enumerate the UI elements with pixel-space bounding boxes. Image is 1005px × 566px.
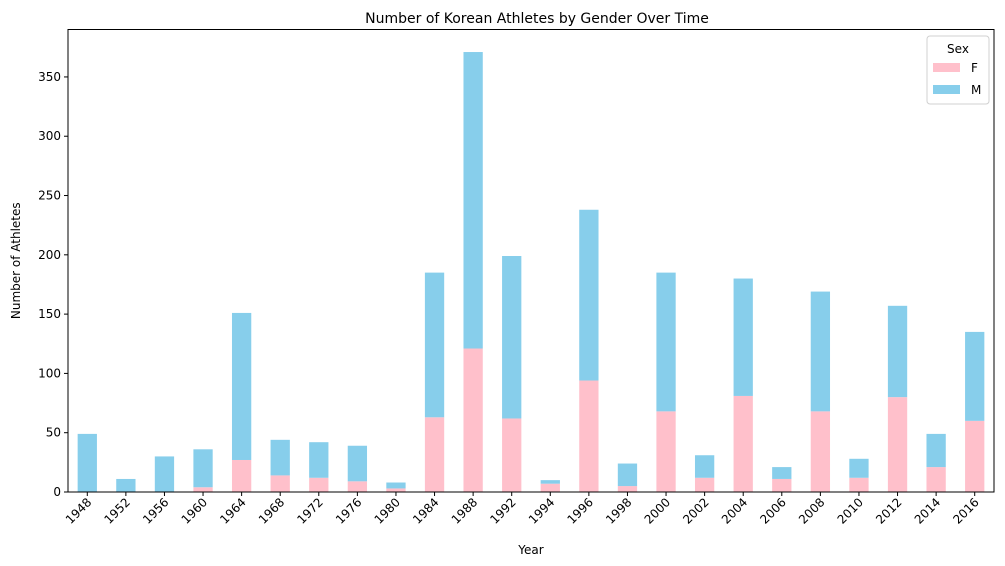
- bar-m-1972: [309, 442, 329, 478]
- chart-title: Number of Korean Athletes by Gender Over…: [365, 11, 709, 27]
- bar-f-1988: [463, 348, 483, 492]
- bar-m-1976: [347, 445, 368, 482]
- bar-m-1952: [116, 478, 136, 492]
- bar-f-1976: [347, 481, 368, 492]
- bar-m-1996: [579, 209, 599, 381]
- y-tick-label: 250: [38, 189, 61, 203]
- legend-title: Sex: [947, 42, 969, 56]
- legend-swatch-f: [933, 63, 960, 72]
- y-tick-label: 50: [46, 426, 61, 440]
- bar-m-2014: [926, 433, 946, 468]
- bar-f-1964: [231, 459, 252, 492]
- x-tick-label: 2008: [796, 495, 827, 526]
- bar-f-1996: [579, 380, 599, 492]
- x-tick-label: 2016: [950, 495, 981, 526]
- x-axis: 1948 1952 1956 1960 1964 1968 1972 1976 1980 1984…: [63, 492, 982, 527]
- bar-m-1956: [154, 456, 175, 492]
- bar-m-1994: [540, 480, 560, 484]
- x-tick-label: 2006: [757, 495, 788, 526]
- bar-m-1968: [270, 439, 290, 476]
- bar-m-1984: [424, 272, 445, 418]
- x-tick-label: 1952: [101, 495, 132, 526]
- x-tick-label: 2012: [873, 495, 904, 526]
- x-tick-label: 1960: [179, 495, 210, 526]
- y-tick-label: 200: [38, 248, 61, 262]
- x-tick-label: 1984: [410, 495, 441, 526]
- bar-f-1998: [617, 486, 638, 492]
- x-tick-label: 1948: [63, 495, 94, 526]
- x-tick-label: 1956: [140, 495, 171, 526]
- x-tick-label: 1988: [449, 495, 480, 526]
- x-tick-label: 2010: [835, 495, 866, 526]
- y-axis-label: Number of Athletes: [9, 202, 23, 319]
- bar-m-2010: [849, 458, 869, 478]
- bar-f-2010: [849, 477, 869, 492]
- legend-label-m: M: [971, 83, 981, 97]
- bar-m-2002: [694, 455, 715, 478]
- bar-f-1960: [193, 487, 213, 492]
- bar-f-2014: [926, 467, 946, 492]
- x-tick-label: 1996: [564, 495, 595, 526]
- x-tick-label: 2014: [912, 495, 943, 526]
- x-tick-label: 2004: [719, 495, 750, 526]
- bar-f-2012: [887, 397, 908, 492]
- x-tick-label: 2002: [680, 495, 711, 526]
- bar-f-2008: [810, 411, 831, 492]
- x-axis-label: Year: [517, 543, 543, 557]
- x-tick-label: 1994: [526, 495, 557, 526]
- bar-m-1988: [463, 52, 483, 349]
- bar-f-2006: [772, 478, 792, 492]
- x-tick-label: 2000: [642, 495, 673, 526]
- legend: Sex F M: [926, 35, 990, 105]
- y-tick-label: 0: [53, 485, 61, 499]
- bar-m-2012: [887, 305, 908, 398]
- legend-label-f: F: [971, 61, 978, 75]
- bar-f-1980: [386, 488, 406, 492]
- bar-m-1998: [617, 463, 638, 487]
- bar-f-2004: [733, 395, 753, 492]
- bar-m-1992: [502, 256, 522, 419]
- x-tick-label: 1972: [294, 495, 325, 526]
- bar-m-1960: [193, 449, 213, 488]
- y-axis: 0 50 100 150 200 250 300 350: [38, 70, 68, 499]
- legend-swatch-m: [933, 85, 960, 94]
- y-tick-label: 150: [38, 307, 61, 321]
- bar-f-1992: [502, 418, 522, 492]
- x-tick-label: 1964: [217, 495, 248, 526]
- plot-frame: [67, 29, 995, 493]
- bar-m-1948: [77, 433, 97, 492]
- x-tick-label: 1992: [487, 495, 518, 526]
- bars-layer: [77, 52, 985, 492]
- bar-m-2008: [810, 291, 831, 412]
- x-tick-label: 1968: [256, 495, 287, 526]
- bar-m-1980: [386, 482, 406, 489]
- bar-f-2000: [656, 411, 676, 492]
- bar-m-2004: [733, 278, 753, 396]
- y-tick-label: 100: [38, 366, 61, 380]
- bar-f-1968: [270, 475, 290, 492]
- x-tick-label: 1980: [372, 495, 403, 526]
- bar-f-1984: [424, 417, 445, 492]
- bar-f-1994: [540, 483, 560, 492]
- x-tick-label: 1976: [333, 495, 364, 526]
- bar-m-2016: [965, 331, 985, 421]
- y-tick-label: 350: [38, 70, 61, 84]
- bar-m-2006: [772, 467, 792, 479]
- y-tick-label: 300: [38, 129, 61, 143]
- bar-f-2002: [694, 477, 715, 492]
- bar-f-2016: [965, 420, 985, 492]
- x-tick-label: 1998: [603, 495, 634, 526]
- bar-m-1964: [231, 312, 252, 460]
- bar-f-1972: [309, 477, 329, 492]
- bar-m-2000: [656, 272, 676, 412]
